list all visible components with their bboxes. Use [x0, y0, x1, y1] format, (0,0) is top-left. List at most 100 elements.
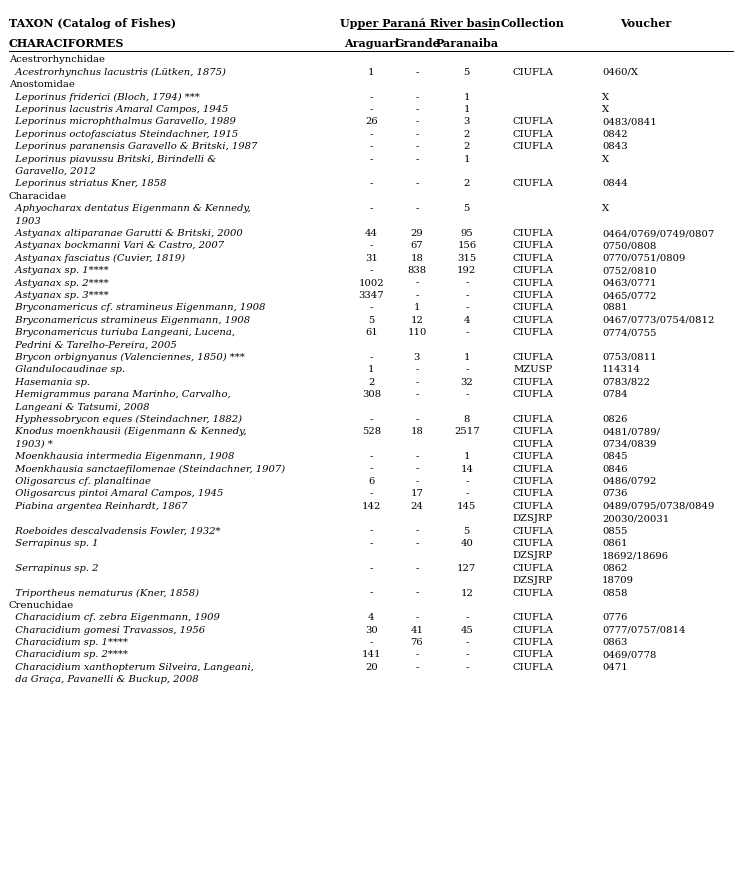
Text: Serrapinus sp. 1: Serrapinus sp. 1	[9, 538, 98, 547]
Text: 0471: 0471	[602, 662, 628, 671]
Text: 308: 308	[362, 390, 381, 399]
Text: 2: 2	[368, 377, 374, 386]
Text: Collection: Collection	[501, 18, 565, 29]
Text: Leporinus paranensis Garavello & Britski, 1987: Leporinus paranensis Garavello & Britski…	[9, 142, 257, 151]
Text: Characidium sp. 1****: Characidium sp. 1****	[9, 637, 128, 646]
Text: 0855: 0855	[602, 526, 628, 535]
Text: 1: 1	[464, 93, 470, 102]
Text: CIUFLA: CIUFLA	[512, 241, 553, 250]
Text: Knodus moenkhausii (Eigenmann & Kennedy,: Knodus moenkhausii (Eigenmann & Kennedy,	[9, 427, 247, 436]
Text: 20030/20031: 20030/20031	[602, 513, 669, 523]
Text: 18692/18696: 18692/18696	[602, 551, 669, 560]
Text: 0463/0771: 0463/0771	[602, 278, 656, 287]
Text: 1903: 1903	[9, 216, 40, 225]
Text: -: -	[465, 303, 468, 312]
Text: CIUFLA: CIUFLA	[512, 588, 553, 597]
Text: 29: 29	[410, 229, 424, 238]
Text: CIUFLA: CIUFLA	[512, 625, 553, 634]
Text: Garavello, 2012: Garavello, 2012	[9, 167, 95, 176]
Text: 4: 4	[368, 612, 374, 621]
Text: Characidium xanthopterum Silveira, Langeani,: Characidium xanthopterum Silveira, Lange…	[9, 662, 254, 671]
Text: Leporinus lacustris Amaral Campos, 1945: Leporinus lacustris Amaral Campos, 1945	[9, 105, 228, 114]
Text: 0736: 0736	[602, 489, 628, 498]
Text: Astyanax fasciatus (Cuvier, 1819): Astyanax fasciatus (Cuvier, 1819)	[9, 254, 185, 263]
Text: CIUFLA: CIUFLA	[512, 254, 553, 263]
Text: 0843: 0843	[602, 142, 628, 151]
Text: 0753/0811: 0753/0811	[602, 352, 656, 361]
Text: CIUFLA: CIUFLA	[512, 142, 553, 151]
Text: Leporinus piavussu Britski, Birindelli &: Leporinus piavussu Britski, Birindelli &	[9, 155, 216, 164]
Text: -: -	[370, 105, 373, 114]
Text: 1903) *: 1903) *	[9, 439, 53, 448]
Text: 0469/0778: 0469/0778	[602, 650, 656, 659]
Text: 3: 3	[464, 117, 470, 126]
Text: 1: 1	[464, 155, 470, 164]
Text: -: -	[415, 117, 418, 126]
Text: 4: 4	[464, 316, 470, 325]
Text: 0464/0769/0749/0807: 0464/0769/0749/0807	[602, 229, 714, 238]
Text: X: X	[602, 105, 609, 114]
Text: 67: 67	[410, 241, 424, 250]
Text: CIUFLA: CIUFLA	[512, 328, 553, 337]
Text: -: -	[370, 142, 373, 151]
Text: CIUFLA: CIUFLA	[512, 538, 553, 547]
Text: CIUFLA: CIUFLA	[512, 489, 553, 498]
Text: 3: 3	[414, 352, 420, 361]
Text: -: -	[415, 105, 418, 114]
Text: 24: 24	[410, 502, 424, 510]
Text: -: -	[415, 612, 418, 621]
Text: Leporinus striatus Kner, 1858: Leporinus striatus Kner, 1858	[9, 180, 167, 189]
Text: -: -	[415, 588, 418, 597]
Text: -: -	[415, 526, 418, 535]
Text: Moenkhausia intermedia Eigenmann, 1908: Moenkhausia intermedia Eigenmann, 1908	[9, 451, 234, 460]
Text: -: -	[415, 155, 418, 164]
Text: Leporinus friderici (Bloch, 1794) ***: Leporinus friderici (Bloch, 1794) ***	[9, 93, 200, 102]
Text: 0881: 0881	[602, 303, 628, 312]
Text: CIUFLA: CIUFLA	[512, 68, 553, 77]
Text: 30: 30	[365, 625, 378, 634]
Text: -: -	[415, 377, 418, 386]
Text: -: -	[415, 538, 418, 547]
Text: 0752/0810: 0752/0810	[602, 266, 656, 275]
Text: CIUFLA: CIUFLA	[512, 117, 553, 126]
Text: CIUFLA: CIUFLA	[512, 303, 553, 312]
Text: -: -	[465, 489, 468, 498]
Text: -: -	[415, 68, 418, 77]
Text: Brycon orbignyanus (Valenciennes, 1850) ***: Brycon orbignyanus (Valenciennes, 1850) …	[9, 352, 244, 362]
Text: 2: 2	[464, 142, 470, 151]
Text: 45: 45	[460, 625, 473, 634]
Text: 12: 12	[410, 316, 424, 325]
Text: 12: 12	[460, 588, 473, 597]
Text: -: -	[370, 180, 373, 189]
Text: Upper Paraná River basin: Upper Paraná River basin	[341, 18, 501, 29]
Text: 5: 5	[464, 68, 470, 77]
Text: -: -	[465, 650, 468, 659]
Text: -: -	[415, 390, 418, 399]
Text: Astyanax sp. 1****: Astyanax sp. 1****	[9, 266, 109, 275]
Text: -: -	[415, 130, 418, 139]
Text: Serrapinus sp. 2: Serrapinus sp. 2	[9, 563, 98, 572]
Text: 2: 2	[464, 180, 470, 189]
Text: -: -	[415, 291, 418, 299]
Text: Hemigrammus parana Marinho, Carvalho,: Hemigrammus parana Marinho, Carvalho,	[9, 390, 230, 399]
Text: 20: 20	[365, 662, 378, 671]
Text: 0863: 0863	[602, 637, 628, 646]
Text: -: -	[370, 130, 373, 139]
Text: CIUFLA: CIUFLA	[512, 316, 553, 325]
Text: -: -	[370, 637, 373, 646]
Text: -: -	[465, 477, 468, 485]
Text: Oligosarcus pintoi Amaral Campos, 1945: Oligosarcus pintoi Amaral Campos, 1945	[9, 489, 223, 498]
Text: -: -	[465, 278, 468, 287]
Text: CIUFLA: CIUFLA	[512, 427, 553, 436]
Text: 1: 1	[464, 451, 470, 460]
Text: 145: 145	[457, 502, 476, 510]
Text: 1: 1	[414, 303, 420, 312]
Text: CIUFLA: CIUFLA	[512, 352, 553, 361]
Text: -: -	[370, 241, 373, 250]
Text: 110: 110	[407, 328, 426, 337]
Text: -: -	[370, 204, 373, 213]
Text: CIUFLA: CIUFLA	[512, 390, 553, 399]
Text: Leporinus microphthalmus Garavello, 1989: Leporinus microphthalmus Garavello, 1989	[9, 117, 236, 126]
Text: Hyphessobrycon eques (Steindachner, 1882): Hyphessobrycon eques (Steindachner, 1882…	[9, 415, 241, 424]
Text: Grande: Grande	[394, 38, 440, 48]
